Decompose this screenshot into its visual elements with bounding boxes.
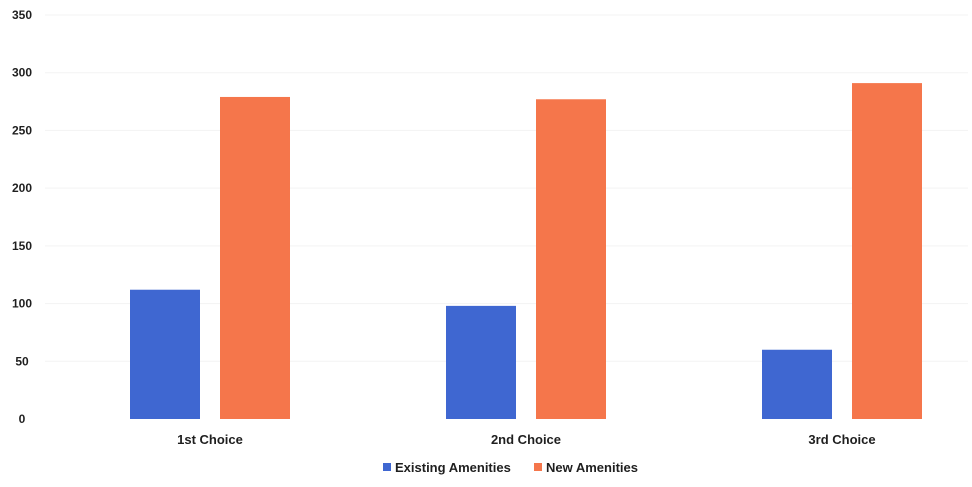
bar-existing-2: [446, 305, 516, 419]
legend-label-existing: Existing Amenities: [395, 460, 511, 475]
y-tick-label: 0: [19, 412, 26, 426]
legend-swatch-existing: [383, 463, 391, 471]
bar-existing-3: [762, 349, 832, 419]
x-tick-label: 1st Choice: [177, 432, 243, 447]
y-tick-label: 300: [12, 66, 32, 80]
y-tick-label: 250: [12, 123, 32, 137]
y-tick-label: 200: [12, 181, 32, 195]
bar-new-2: [536, 99, 606, 420]
legend: Existing Amenities New Amenities: [383, 460, 638, 475]
bar-new-1: [220, 96, 290, 419]
x-tick-label: 3rd Choice: [808, 432, 875, 447]
y-tick-label: 150: [12, 239, 32, 253]
legend-label-new: New Amenities: [546, 460, 638, 475]
x-tick-label: 2nd Choice: [491, 432, 561, 447]
x-axis-ticks: 1st Choice 2nd Choice 3rd Choice: [177, 432, 875, 447]
bar-new-3: [852, 83, 922, 420]
y-axis-ticks: 0 50 100 150 200 250 300 350: [12, 8, 32, 426]
legend-swatch-new: [534, 463, 542, 471]
y-tick-label: 50: [15, 354, 29, 368]
bar-existing-1: [130, 289, 200, 419]
y-tick-label: 100: [12, 297, 32, 311]
bars: [130, 83, 922, 420]
y-tick-label: 350: [12, 8, 32, 22]
